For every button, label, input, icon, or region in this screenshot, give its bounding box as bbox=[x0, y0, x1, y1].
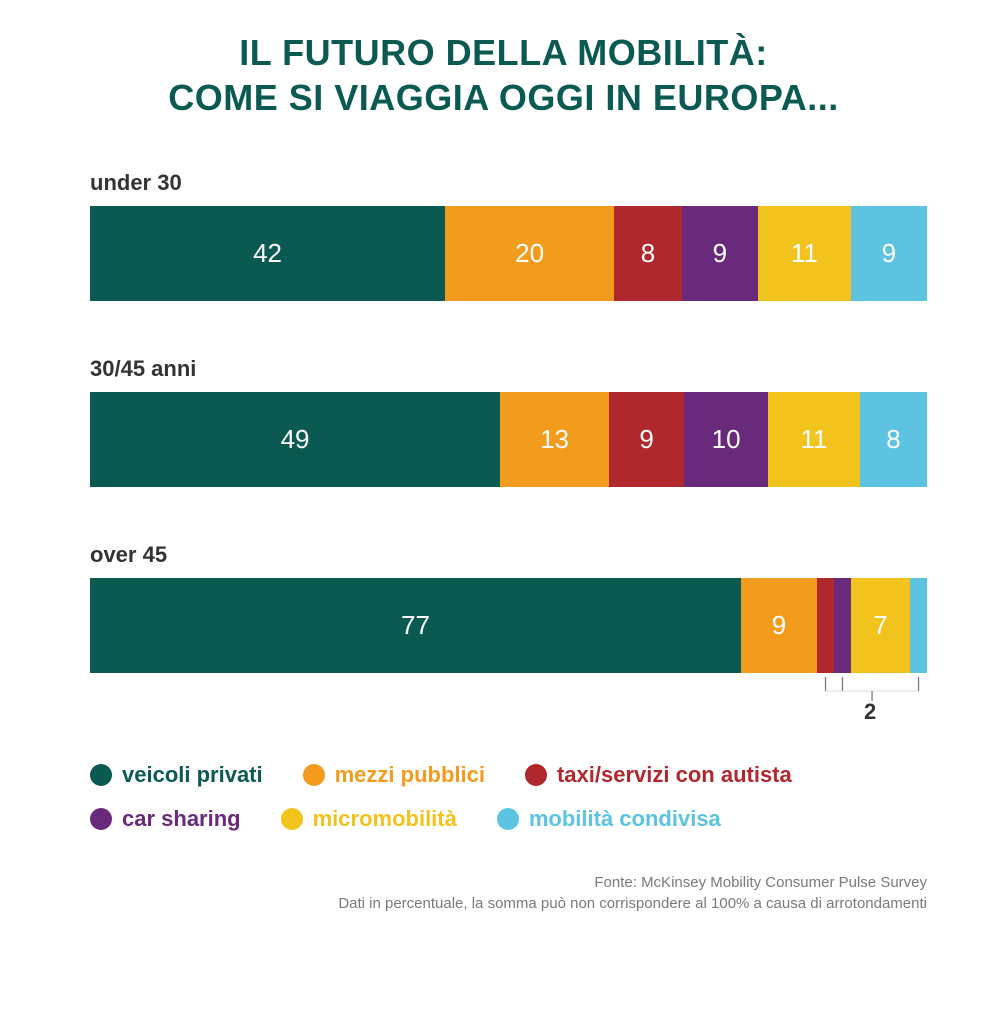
bar-segment: 20 bbox=[445, 206, 614, 301]
callout: 2 bbox=[90, 677, 927, 722]
legend-label: car sharing bbox=[122, 806, 241, 832]
bar-segment bbox=[910, 578, 927, 673]
chart-title: IL FUTURO DELLA MOBILITÀ: COME SI VIAGGI… bbox=[50, 30, 957, 120]
stacked-bar: 7797 bbox=[90, 578, 927, 673]
legend-item: mezzi pubblici bbox=[303, 762, 485, 788]
bar-segment: 9 bbox=[741, 578, 817, 673]
bar-group: under 30422089119 bbox=[90, 170, 927, 301]
footer-note: Dati in percentuale, la somma può non co… bbox=[50, 893, 927, 914]
bar-segment: 77 bbox=[90, 578, 741, 673]
footer-source: Fonte: McKinsey Mobility Consumer Pulse … bbox=[50, 872, 927, 893]
footer: Fonte: McKinsey Mobility Consumer Pulse … bbox=[50, 872, 957, 914]
legend-swatch bbox=[525, 764, 547, 786]
legend-swatch bbox=[90, 764, 112, 786]
legend-item: taxi/servizi con autista bbox=[525, 762, 792, 788]
bar-segment bbox=[834, 578, 851, 673]
bar-segment: 11 bbox=[768, 392, 860, 487]
bar-group: 30/45 anni 4913910118 bbox=[90, 356, 927, 487]
legend-swatch bbox=[303, 764, 325, 786]
bar-group: over 45 7797 2 bbox=[90, 542, 927, 722]
bar-segment: 8 bbox=[614, 206, 682, 301]
group-label: over 45 bbox=[90, 542, 927, 568]
legend-swatch bbox=[497, 808, 519, 830]
group-label: under 30 bbox=[90, 170, 927, 196]
chart-area: under 3042208911930/45 anni4913910118ove… bbox=[50, 170, 957, 722]
legend-swatch bbox=[90, 808, 112, 830]
bar-segment: 8 bbox=[860, 392, 927, 487]
legend-label: taxi/servizi con autista bbox=[557, 762, 792, 788]
legend-item: micromobilità bbox=[281, 806, 457, 832]
legend-label: veicoli privati bbox=[122, 762, 263, 788]
legend-item: mobilità condivisa bbox=[497, 806, 721, 832]
bar-segment: 7 bbox=[851, 578, 910, 673]
bar-segment: 49 bbox=[90, 392, 500, 487]
title-line-1: IL FUTURO DELLA MOBILITÀ: bbox=[50, 30, 957, 75]
bar-segment bbox=[817, 578, 834, 673]
legend-label: mobilità condivisa bbox=[529, 806, 721, 832]
legend-item: veicoli privati bbox=[90, 762, 263, 788]
bar-segment: 9 bbox=[609, 392, 684, 487]
bar-segment: 9 bbox=[851, 206, 927, 301]
legend-swatch bbox=[281, 808, 303, 830]
legend-label: micromobilità bbox=[313, 806, 457, 832]
bar-segment: 42 bbox=[90, 206, 445, 301]
bar-segment: 11 bbox=[758, 206, 851, 301]
group-label: 30/45 anni bbox=[90, 356, 927, 382]
bar-segment: 9 bbox=[682, 206, 758, 301]
bar-segment: 10 bbox=[684, 392, 768, 487]
bar-segment: 13 bbox=[500, 392, 609, 487]
callout-label: 2 bbox=[864, 699, 876, 725]
legend-label: mezzi pubblici bbox=[335, 762, 485, 788]
legend-item: car sharing bbox=[90, 806, 241, 832]
title-line-2: COME SI VIAGGIA OGGI IN EUROPA... bbox=[50, 75, 957, 120]
stacked-bar: 4913910118 bbox=[90, 392, 927, 487]
stacked-bar: 422089119 bbox=[90, 206, 927, 301]
legend: veicoli privati mezzi pubblici taxi/serviz… bbox=[50, 742, 957, 832]
